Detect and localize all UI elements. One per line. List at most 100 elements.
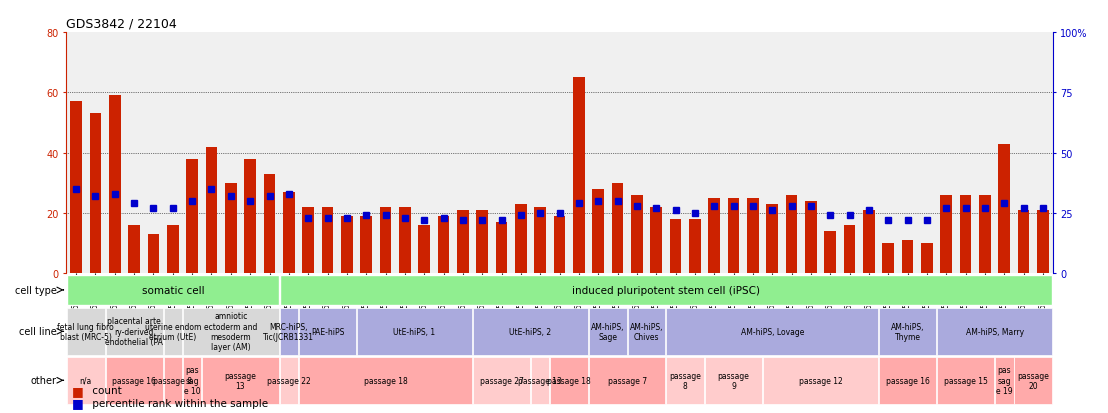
FancyBboxPatch shape [66, 357, 105, 404]
FancyBboxPatch shape [357, 308, 472, 355]
FancyBboxPatch shape [279, 308, 298, 355]
Bar [321, 207, 334, 273]
Text: cell line: cell line [19, 327, 57, 337]
Bar [147, 234, 160, 273]
Bar [302, 207, 314, 273]
Bar [515, 204, 526, 273]
Text: passage 8: passage 8 [153, 376, 193, 385]
FancyBboxPatch shape [551, 357, 588, 404]
Bar [380, 207, 391, 273]
Bar [129, 225, 140, 273]
Text: cell type: cell type [14, 285, 57, 295]
Bar [283, 192, 295, 273]
Text: ■: ■ [72, 396, 84, 409]
Bar [650, 207, 661, 273]
FancyBboxPatch shape [299, 308, 356, 355]
Bar [863, 210, 874, 273]
FancyBboxPatch shape [105, 357, 163, 404]
FancyBboxPatch shape [589, 357, 666, 404]
Text: pas
sag
e 19: pas sag e 19 [996, 366, 1013, 395]
FancyBboxPatch shape [879, 308, 936, 355]
Bar [728, 198, 739, 273]
Text: ■: ■ [72, 384, 84, 397]
Text: uterine endom
etrium (UtE): uterine endom etrium (UtE) [145, 322, 201, 341]
FancyBboxPatch shape [203, 357, 279, 404]
Bar [921, 243, 933, 273]
Bar [534, 207, 546, 273]
Bar [941, 195, 952, 273]
Text: somatic cell: somatic cell [142, 285, 204, 295]
Bar [225, 183, 237, 273]
Text: passage
20: passage 20 [1017, 370, 1049, 390]
FancyBboxPatch shape [666, 357, 705, 404]
Bar [747, 198, 759, 273]
Text: count: count [89, 385, 122, 395]
Text: passage 13: passage 13 [519, 376, 562, 385]
Bar [979, 195, 991, 273]
FancyBboxPatch shape [164, 357, 182, 404]
Bar [70, 102, 82, 273]
Bar [767, 204, 778, 273]
Bar [669, 219, 681, 273]
Text: other: other [31, 375, 57, 385]
Bar [419, 225, 430, 273]
Text: percentile rank within the sample: percentile rank within the sample [89, 398, 268, 408]
Bar [109, 96, 121, 273]
Text: PAE-hiPS: PAE-hiPS [311, 327, 345, 336]
Bar [264, 174, 275, 273]
FancyBboxPatch shape [879, 357, 936, 404]
Bar [1018, 210, 1029, 273]
Bar [186, 159, 198, 273]
Text: n/a: n/a [80, 376, 92, 385]
FancyBboxPatch shape [299, 357, 472, 404]
Text: AM-hiPS,
Chives: AM-hiPS, Chives [629, 322, 664, 341]
Bar [341, 216, 352, 273]
Bar [245, 159, 256, 273]
Bar [689, 219, 700, 273]
Text: amniotic
ectoderm and
mesoderm
layer (AM): amniotic ectoderm and mesoderm layer (AM… [204, 311, 257, 351]
Bar [902, 240, 913, 273]
FancyBboxPatch shape [279, 275, 1053, 306]
Bar [593, 189, 604, 273]
Bar [438, 216, 450, 273]
Text: UtE-hiPS, 2: UtE-hiPS, 2 [510, 327, 552, 336]
Bar [90, 114, 101, 273]
Bar [844, 225, 855, 273]
Bar [632, 195, 643, 273]
Text: passage
8: passage 8 [669, 370, 701, 390]
Text: placental arte
ry-derived
endothelial (PA: placental arte ry-derived endothelial (P… [105, 317, 163, 347]
Bar [399, 207, 411, 273]
FancyBboxPatch shape [705, 357, 762, 404]
Bar [882, 243, 894, 273]
Text: passage 27: passage 27 [480, 376, 523, 385]
Text: pas
sag
e 10: pas sag e 10 [184, 366, 201, 395]
Text: passage 16: passage 16 [885, 376, 930, 385]
FancyBboxPatch shape [937, 357, 994, 404]
Text: UtE-hiPS, 1: UtE-hiPS, 1 [393, 327, 435, 336]
Text: passage
9: passage 9 [718, 370, 749, 390]
Bar [1037, 210, 1049, 273]
Text: AM-hiPS,
Thyme: AM-hiPS, Thyme [891, 322, 924, 341]
Text: MRC-hiPS,
Tic(JCRB1331: MRC-hiPS, Tic(JCRB1331 [264, 322, 315, 341]
Bar [495, 222, 507, 273]
FancyBboxPatch shape [627, 308, 666, 355]
FancyBboxPatch shape [1014, 357, 1053, 404]
Text: fetal lung fibro
blast (MRC-5): fetal lung fibro blast (MRC-5) [58, 322, 114, 341]
Text: passage 7: passage 7 [607, 376, 647, 385]
Bar [573, 78, 585, 273]
FancyBboxPatch shape [66, 275, 279, 306]
FancyBboxPatch shape [666, 308, 879, 355]
FancyBboxPatch shape [183, 357, 202, 404]
Bar [554, 216, 565, 273]
Text: passage 12: passage 12 [799, 376, 842, 385]
Text: passage 22: passage 22 [267, 376, 310, 385]
Text: passage 16: passage 16 [112, 376, 156, 385]
Bar [824, 231, 837, 273]
FancyBboxPatch shape [473, 357, 530, 404]
FancyBboxPatch shape [995, 357, 1014, 404]
Bar [360, 216, 372, 273]
Text: passage 15: passage 15 [944, 376, 987, 385]
Text: passage 18: passage 18 [547, 376, 591, 385]
Bar [960, 195, 972, 273]
FancyBboxPatch shape [763, 357, 879, 404]
